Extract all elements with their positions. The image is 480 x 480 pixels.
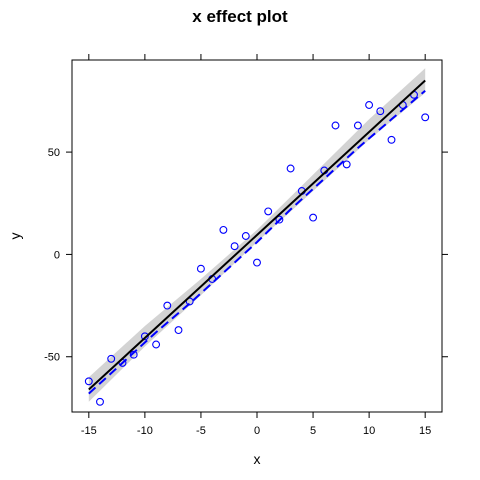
smooth-line [88,89,426,395]
x-tick-label: -10 [137,425,153,437]
data-point [275,215,284,224]
data-point [253,258,261,267]
y-tick-label: 50 [48,147,60,159]
data-point [107,354,116,363]
x-tick-label: 0 [254,425,260,437]
data-point [342,160,351,169]
data-point [152,340,161,349]
y-axis-label: y [7,233,23,240]
data-point [387,135,396,144]
x-tick-label: -15 [81,425,97,437]
data-point [286,164,295,173]
fit-lines-layer [88,79,426,395]
data-point [84,377,93,386]
x-tick-label: 5 [310,425,316,437]
x-tick-label: 15 [419,425,431,437]
x-axis-label: x [254,451,261,467]
data-point [196,264,205,273]
data-point [241,232,250,240]
data-point [309,213,318,222]
data-point [376,107,385,116]
data-point [230,242,239,251]
data-point [353,121,362,130]
data-point [421,113,430,122]
data-point [140,332,149,341]
data-points-layer [84,90,430,406]
data-point [174,326,183,335]
x-tick-label: -5 [196,425,206,437]
x-tick-label: 10 [363,425,375,437]
data-point [96,397,104,406]
data-point [264,207,273,216]
y-tick-label: -50 [44,352,60,364]
data-point [331,121,340,130]
y-tick-label: 0 [54,249,60,261]
fit-line [88,79,426,391]
chart-title: x effect plot [192,7,288,26]
data-point [365,101,374,109]
data-point [219,225,228,234]
data-point [163,301,172,310]
